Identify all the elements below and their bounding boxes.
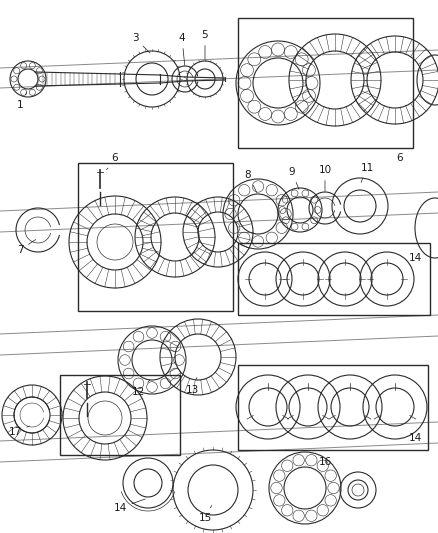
Text: 5: 5 xyxy=(201,30,208,59)
Text: 4: 4 xyxy=(179,33,185,65)
Text: 15: 15 xyxy=(198,505,212,523)
Text: 17: 17 xyxy=(8,426,29,437)
Bar xyxy=(78,163,233,311)
Bar xyxy=(60,375,180,455)
Text: 12: 12 xyxy=(131,380,150,397)
Text: 6: 6 xyxy=(106,153,118,169)
Text: 14: 14 xyxy=(408,253,422,263)
Text: 3: 3 xyxy=(132,33,150,53)
Text: 11: 11 xyxy=(360,163,374,182)
Text: 6: 6 xyxy=(397,153,403,163)
Text: 8: 8 xyxy=(245,170,257,192)
Text: 14: 14 xyxy=(408,433,422,443)
Text: 16: 16 xyxy=(318,457,332,472)
Text: 10: 10 xyxy=(318,165,332,191)
Bar xyxy=(238,18,413,148)
Text: 14: 14 xyxy=(113,499,145,513)
Text: 9: 9 xyxy=(289,167,299,189)
Text: 13: 13 xyxy=(185,377,198,395)
Bar xyxy=(238,243,430,315)
Bar xyxy=(238,365,428,450)
Text: 7: 7 xyxy=(17,239,35,255)
Text: 1: 1 xyxy=(17,92,27,110)
